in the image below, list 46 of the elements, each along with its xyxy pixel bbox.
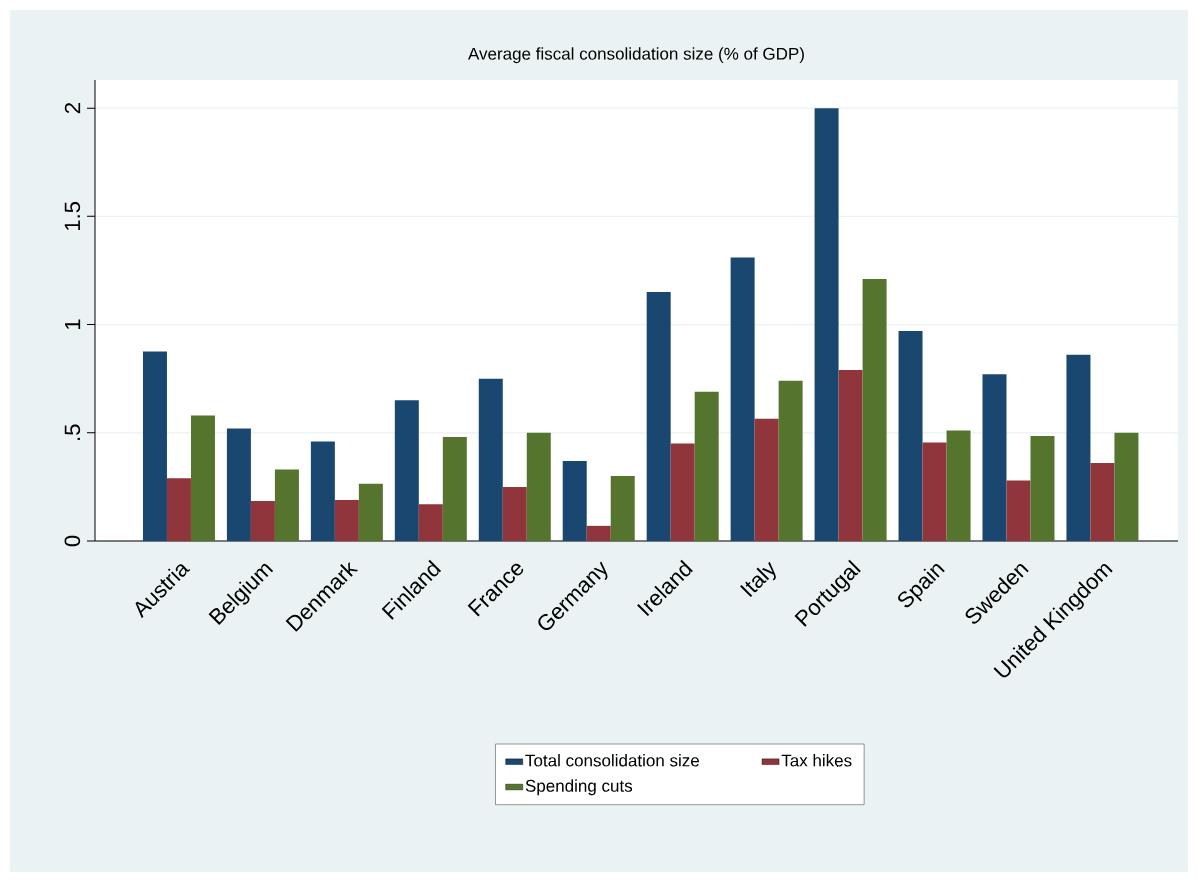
- bar: [694, 391, 719, 541]
- bar: [310, 441, 335, 541]
- bar: [358, 483, 383, 541]
- bar: [250, 500, 275, 541]
- bar: [1114, 432, 1139, 541]
- bar: [226, 428, 251, 541]
- bar: [1066, 354, 1091, 541]
- bar: [418, 504, 443, 541]
- bar: [1090, 463, 1115, 541]
- bar: [526, 432, 551, 541]
- y-tick-label: .5: [64, 424, 81, 440]
- legend-label: Tax hikes: [781, 754, 852, 767]
- legend-label: Spending cuts: [525, 779, 633, 796]
- bar: [982, 374, 1007, 541]
- bar: [862, 279, 887, 541]
- bar: [478, 378, 503, 541]
- bar: [586, 525, 611, 541]
- bar: [334, 499, 359, 541]
- bar: [730, 257, 755, 541]
- bar: [502, 486, 527, 541]
- bar: [814, 108, 839, 541]
- bar: [754, 418, 779, 541]
- bar: [142, 351, 167, 541]
- bar: [646, 292, 671, 541]
- bar: [1030, 436, 1055, 541]
- bar: [562, 460, 587, 541]
- bar: [1006, 480, 1031, 541]
- bar: [946, 430, 971, 541]
- x-tick-label: Italy: [740, 561, 776, 598]
- bar: [922, 442, 947, 541]
- bar: [778, 380, 803, 541]
- chart-title: Average fiscal consolidation size (% of GDP): [468, 47, 804, 64]
- legend-label: Total consolidation size: [525, 754, 699, 767]
- bar: [838, 370, 863, 541]
- bar: [166, 478, 191, 541]
- y-tick-label: 0: [64, 535, 81, 547]
- bar: [274, 469, 299, 541]
- y-tick-label: 1.5: [64, 201, 81, 230]
- bar: [190, 415, 215, 541]
- bar: [610, 476, 635, 541]
- bar: [394, 400, 419, 541]
- bar: [670, 443, 695, 541]
- y-tick-label: 2: [64, 103, 81, 114]
- bar: [898, 331, 923, 541]
- bar: [442, 437, 467, 541]
- y-tick-label: 1: [65, 319, 81, 329]
